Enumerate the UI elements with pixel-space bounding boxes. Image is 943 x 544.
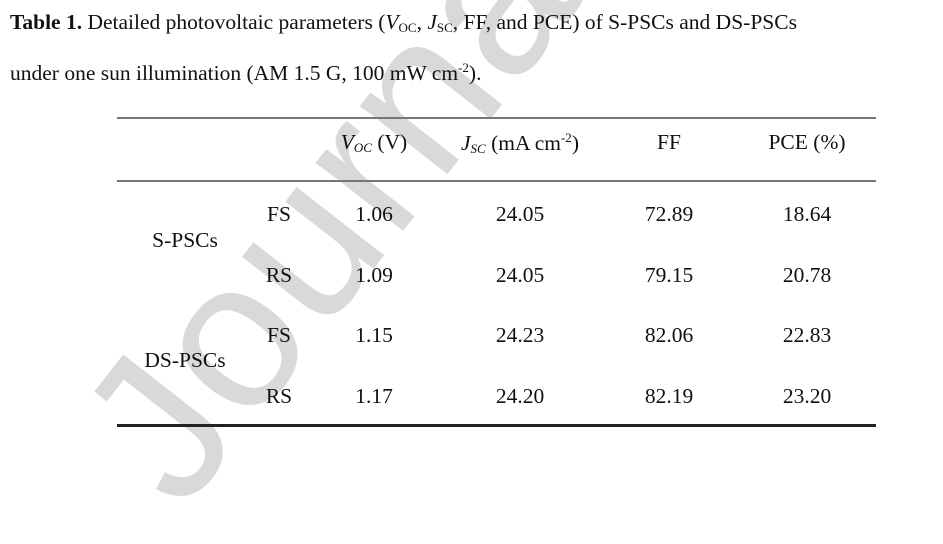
row-1-scan: FS (267, 202, 291, 226)
row-1-jsc: 24.05 (495, 202, 545, 226)
caption-voc-subscript: OC (398, 20, 417, 35)
row-1-pce: 18.64 (782, 202, 832, 226)
header-jsc-subscript: SC (470, 141, 486, 156)
row-2-jsc: 24.05 (495, 263, 545, 287)
row-4-scan: RS (265, 384, 293, 408)
header-jsc-superscript: -2 (560, 130, 572, 145)
row-2-voc: 1.09 (355, 263, 393, 287)
header-pce: PCE (%) (768, 130, 846, 154)
row-4-jsc: 24.20 (495, 384, 545, 408)
caption-text-a: Detailed photovoltaic parameters ( (82, 10, 386, 34)
row-2-pce: 20.78 (782, 263, 832, 287)
row-1-ff: 72.89 (644, 202, 694, 226)
table-bottom-rule (117, 424, 876, 427)
header-jsc-symbol: J (461, 131, 471, 155)
row-4-ff: 82.19 (644, 384, 694, 408)
row-3-jsc: 24.23 (495, 323, 545, 347)
row-1-voc: 1.06 (355, 202, 393, 226)
caption-line2-end: ). (468, 61, 482, 85)
header-ff: FF (657, 130, 681, 154)
caption-text-b: , FF, and PCE) of S-PSCs and DS-PSCs (452, 10, 797, 34)
caption-separator: , (416, 10, 428, 34)
header-jsc-unit: (mA cm (485, 131, 561, 155)
group-label-ds-pscs: DS-PSCs (144, 348, 226, 372)
caption-line2-superscript: -2 (458, 60, 469, 75)
row-2-scan: RS (265, 263, 293, 287)
caption-jsc-symbol: J (427, 10, 437, 34)
row-4-voc: 1.17 (355, 384, 393, 408)
row-2-ff: 79.15 (644, 263, 694, 287)
row-4-pce: 23.20 (782, 384, 832, 408)
row-3-ff: 82.06 (644, 323, 694, 347)
caption-line-1: Table 1. Detailed photovoltaic parameter… (10, 2, 940, 48)
group-label-s-pscs: S-PSCs (152, 228, 218, 252)
row-3-voc: 1.15 (355, 323, 393, 347)
caption-line-2: under one sun illumination (AM 1.5 G, 10… (10, 48, 940, 93)
caption-line2-text: under one sun illumination (AM 1.5 G, 10… (10, 61, 459, 85)
table-caption: Table 1. Detailed photovoltaic parameter… (10, 2, 940, 93)
header-voc-subscript: OC (353, 140, 372, 155)
row-3-pce: 22.83 (782, 323, 832, 347)
table-top-rule (117, 117, 876, 119)
caption-voc-symbol: V (385, 10, 399, 34)
header-voc-unit: (V) (371, 130, 408, 154)
table-header-rule (117, 180, 876, 182)
row-3-scan: FS (267, 323, 291, 347)
caption-label: Table 1. (10, 10, 83, 34)
header-jsc-close: ) (571, 131, 579, 155)
caption-jsc-subscript: SC (436, 20, 453, 35)
header-jsc: JSC (mA cm-2) (461, 130, 579, 157)
header-voc-symbol: V (340, 130, 354, 154)
header-voc: VOC (V) (341, 130, 407, 156)
